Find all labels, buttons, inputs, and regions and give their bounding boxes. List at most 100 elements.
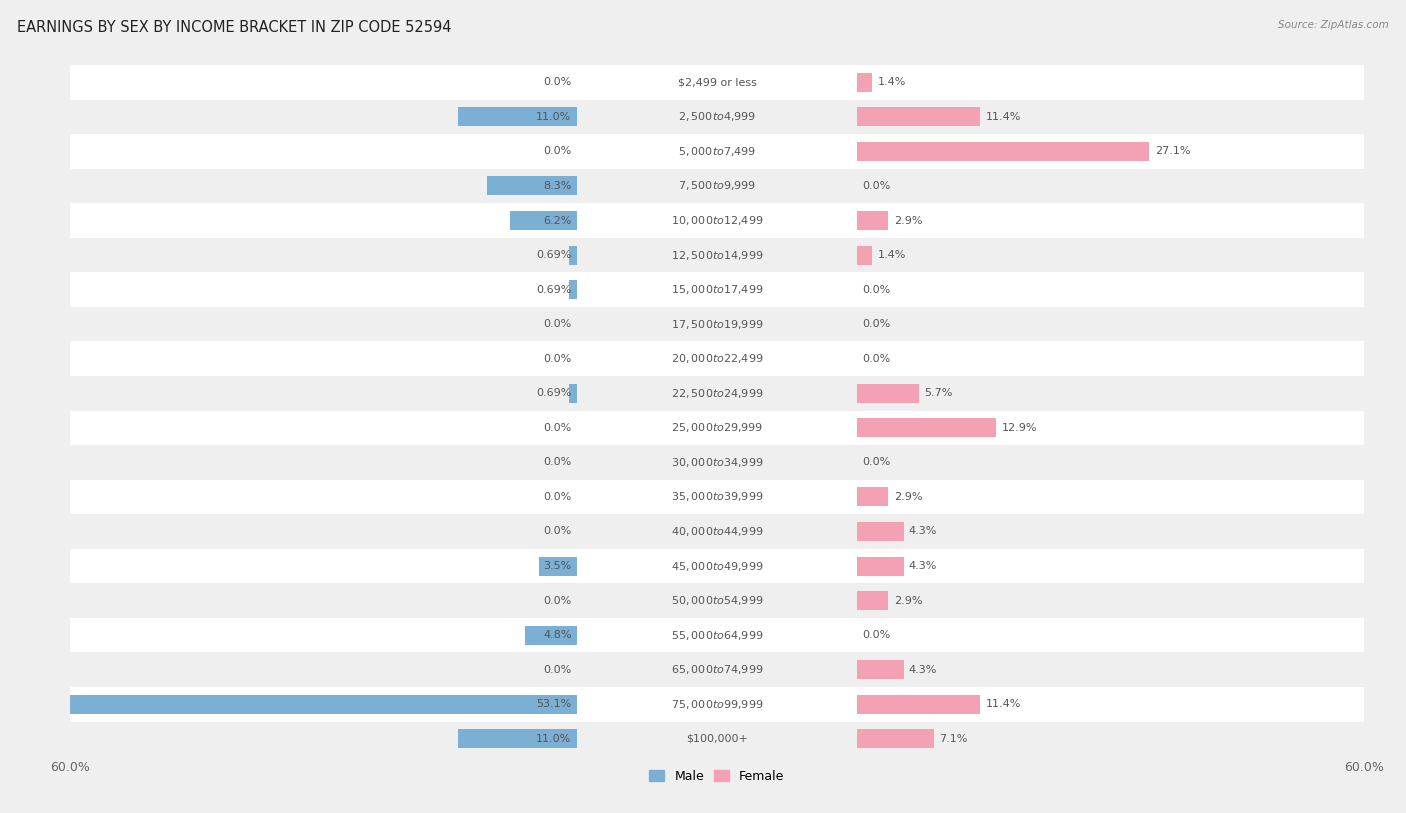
Text: 1.4%: 1.4% bbox=[877, 77, 905, 87]
Text: 7.1%: 7.1% bbox=[939, 734, 967, 744]
Text: 11.4%: 11.4% bbox=[986, 699, 1021, 709]
Text: 0.0%: 0.0% bbox=[543, 146, 571, 156]
Bar bbox=[858, 695, 980, 714]
Text: $7,500 to $9,999: $7,500 to $9,999 bbox=[678, 180, 756, 193]
Text: $15,000 to $17,499: $15,000 to $17,499 bbox=[671, 283, 763, 296]
Bar bbox=[569, 280, 576, 299]
Bar bbox=[858, 107, 980, 126]
Text: 27.1%: 27.1% bbox=[1154, 146, 1191, 156]
Text: 0.0%: 0.0% bbox=[543, 320, 571, 329]
Text: 4.8%: 4.8% bbox=[543, 630, 571, 640]
Text: EARNINGS BY SEX BY INCOME BRACKET IN ZIP CODE 52594: EARNINGS BY SEX BY INCOME BRACKET IN ZIP… bbox=[17, 20, 451, 35]
Text: 0.0%: 0.0% bbox=[543, 77, 571, 87]
Text: $40,000 to $44,999: $40,000 to $44,999 bbox=[671, 525, 763, 538]
Text: 53.1%: 53.1% bbox=[536, 699, 571, 709]
Text: $2,500 to $4,999: $2,500 to $4,999 bbox=[678, 111, 756, 124]
Text: 0.0%: 0.0% bbox=[862, 630, 891, 640]
Bar bbox=[70, 341, 1364, 376]
Bar bbox=[858, 73, 872, 92]
Text: 0.69%: 0.69% bbox=[536, 389, 571, 398]
Text: $30,000 to $34,999: $30,000 to $34,999 bbox=[671, 456, 763, 469]
Bar bbox=[526, 626, 576, 645]
Bar bbox=[858, 660, 904, 679]
Legend: Male, Female: Male, Female bbox=[644, 765, 790, 788]
Bar bbox=[70, 272, 1364, 307]
Bar bbox=[858, 211, 889, 230]
Text: 0.0%: 0.0% bbox=[543, 354, 571, 363]
Text: 4.3%: 4.3% bbox=[908, 561, 938, 571]
Text: 2.9%: 2.9% bbox=[894, 492, 922, 502]
Text: 0.0%: 0.0% bbox=[862, 458, 891, 467]
Bar bbox=[70, 618, 1364, 652]
Bar bbox=[70, 515, 1364, 549]
Bar bbox=[70, 652, 1364, 687]
Bar bbox=[858, 142, 1149, 161]
Bar bbox=[70, 446, 1364, 480]
Bar bbox=[70, 584, 1364, 618]
Text: 0.69%: 0.69% bbox=[536, 285, 571, 294]
Bar bbox=[70, 237, 1364, 272]
Bar bbox=[488, 176, 576, 195]
Bar bbox=[458, 729, 576, 748]
Text: 2.9%: 2.9% bbox=[894, 596, 922, 606]
Bar bbox=[70, 376, 1364, 411]
Bar bbox=[858, 522, 904, 541]
Text: 0.0%: 0.0% bbox=[543, 423, 571, 433]
Bar bbox=[858, 591, 889, 610]
Text: $100,000+: $100,000+ bbox=[686, 734, 748, 744]
Text: 4.3%: 4.3% bbox=[908, 527, 938, 537]
Bar bbox=[70, 307, 1364, 341]
Bar bbox=[538, 557, 576, 576]
Text: $75,000 to $99,999: $75,000 to $99,999 bbox=[671, 698, 763, 711]
Bar bbox=[70, 203, 1364, 237]
Text: $65,000 to $74,999: $65,000 to $74,999 bbox=[671, 663, 763, 676]
Text: 0.69%: 0.69% bbox=[536, 250, 571, 260]
Bar bbox=[858, 246, 872, 264]
Text: 11.0%: 11.0% bbox=[536, 112, 571, 122]
Text: $35,000 to $39,999: $35,000 to $39,999 bbox=[671, 490, 763, 503]
Text: 0.0%: 0.0% bbox=[543, 492, 571, 502]
Text: 11.4%: 11.4% bbox=[986, 112, 1021, 122]
Text: 0.0%: 0.0% bbox=[862, 354, 891, 363]
Text: $12,500 to $14,999: $12,500 to $14,999 bbox=[671, 249, 763, 262]
Text: $22,500 to $24,999: $22,500 to $24,999 bbox=[671, 387, 763, 400]
Text: 11.0%: 11.0% bbox=[536, 734, 571, 744]
Bar bbox=[70, 134, 1364, 169]
Text: 0.0%: 0.0% bbox=[862, 320, 891, 329]
Bar bbox=[510, 211, 576, 230]
Bar bbox=[858, 729, 934, 748]
Bar bbox=[858, 384, 918, 402]
Text: $20,000 to $22,499: $20,000 to $22,499 bbox=[671, 352, 763, 365]
Bar bbox=[858, 419, 997, 437]
Text: 8.3%: 8.3% bbox=[543, 181, 571, 191]
Bar bbox=[70, 549, 1364, 584]
Text: 3.5%: 3.5% bbox=[543, 561, 571, 571]
Text: 2.9%: 2.9% bbox=[894, 215, 922, 225]
Text: Source: ZipAtlas.com: Source: ZipAtlas.com bbox=[1278, 20, 1389, 30]
Bar bbox=[858, 488, 889, 506]
Bar bbox=[70, 480, 1364, 515]
Bar bbox=[70, 722, 1364, 756]
Text: 0.0%: 0.0% bbox=[543, 527, 571, 537]
Bar bbox=[458, 107, 576, 126]
Bar bbox=[569, 246, 576, 264]
Text: $50,000 to $54,999: $50,000 to $54,999 bbox=[671, 594, 763, 607]
Text: 4.3%: 4.3% bbox=[908, 665, 938, 675]
Text: 12.9%: 12.9% bbox=[1001, 423, 1038, 433]
Text: 0.0%: 0.0% bbox=[543, 665, 571, 675]
Bar bbox=[70, 411, 1364, 446]
Bar bbox=[70, 687, 1364, 722]
Text: $45,000 to $49,999: $45,000 to $49,999 bbox=[671, 559, 763, 572]
Text: 0.0%: 0.0% bbox=[543, 458, 571, 467]
Bar bbox=[858, 557, 904, 576]
Text: 6.2%: 6.2% bbox=[543, 215, 571, 225]
Bar bbox=[70, 65, 1364, 99]
Bar bbox=[569, 384, 576, 402]
Text: 0.0%: 0.0% bbox=[543, 596, 571, 606]
Text: 1.4%: 1.4% bbox=[877, 250, 905, 260]
Text: 5.7%: 5.7% bbox=[924, 389, 952, 398]
Text: $5,000 to $7,499: $5,000 to $7,499 bbox=[678, 145, 756, 158]
Bar bbox=[70, 99, 1364, 134]
Text: $10,000 to $12,499: $10,000 to $12,499 bbox=[671, 214, 763, 227]
Text: 0.0%: 0.0% bbox=[862, 181, 891, 191]
